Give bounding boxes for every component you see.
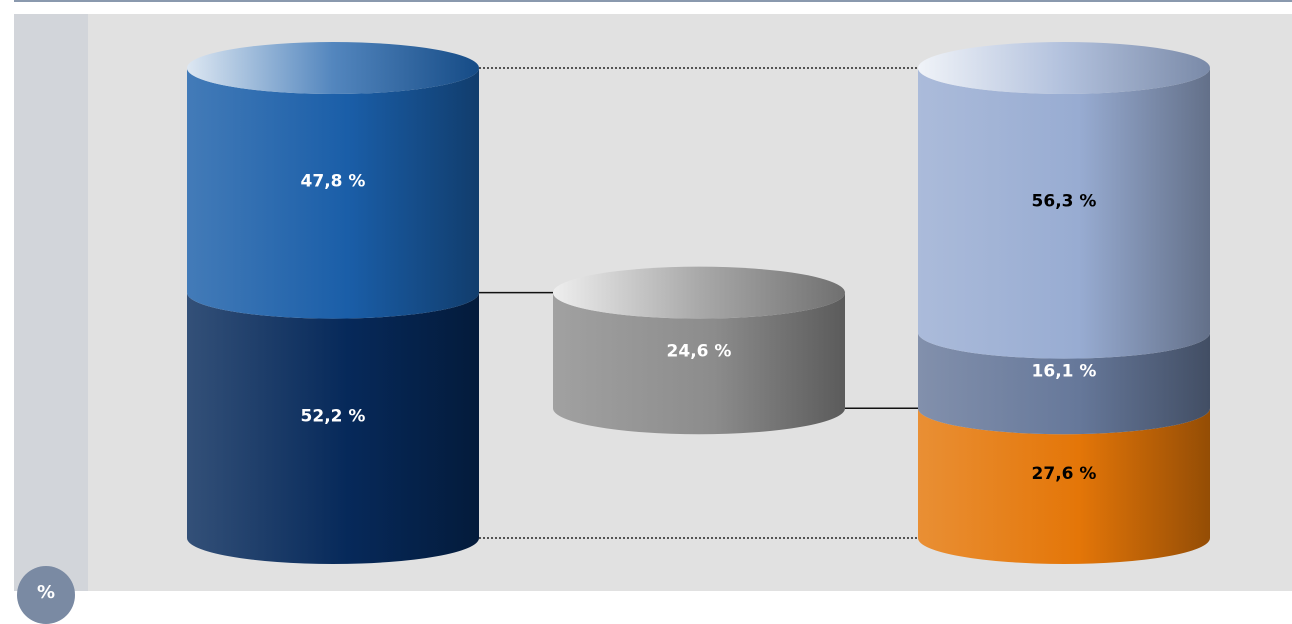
cylinder-cap-2 xyxy=(918,42,1210,94)
segment-label-2-0: 27,6 % xyxy=(1032,464,1097,484)
segment-label-1-0: 24,6 % xyxy=(667,341,732,361)
top-rule xyxy=(14,0,1292,2)
cylinder-cap-1 xyxy=(553,266,845,319)
segment-label-2-2: 56,3 % xyxy=(1032,191,1097,211)
segment-label-0-0: 52,2 % xyxy=(301,406,366,426)
chart-stage: 52,2 % 47,8 % 24,6 % 27,6 % 16,1 % 56,3 % % xyxy=(14,0,1292,624)
connectors xyxy=(479,67,918,539)
cylinder-chart: 52,2 % 47,8 % 24,6 % 27,6 % 16,1 % 56,3 % xyxy=(14,0,1292,591)
cylinder-left: 52,2 % 47,8 % xyxy=(187,42,479,564)
cylinder-segment-2-0 xyxy=(918,408,1210,564)
segment-label-0-1: 47,8 % xyxy=(301,171,366,191)
segment-label-2-1: 16,1 % xyxy=(1032,361,1097,381)
cylinder-segment-2-1 xyxy=(918,332,1210,435)
cylinder-right: 27,6 % 16,1 % 56,3 % xyxy=(918,42,1210,564)
left-band xyxy=(14,14,88,591)
cylinder-segment-0-0 xyxy=(187,292,479,564)
cylinder-segment-0-1 xyxy=(187,68,479,319)
cylinder-segment-1-0 xyxy=(553,292,845,435)
cylinder-cap-0 xyxy=(187,42,479,94)
cylinder-segment-2-2 xyxy=(918,68,1210,359)
unit-badge: % xyxy=(17,566,75,624)
cylinder-middle: 24,6 % xyxy=(553,266,845,435)
